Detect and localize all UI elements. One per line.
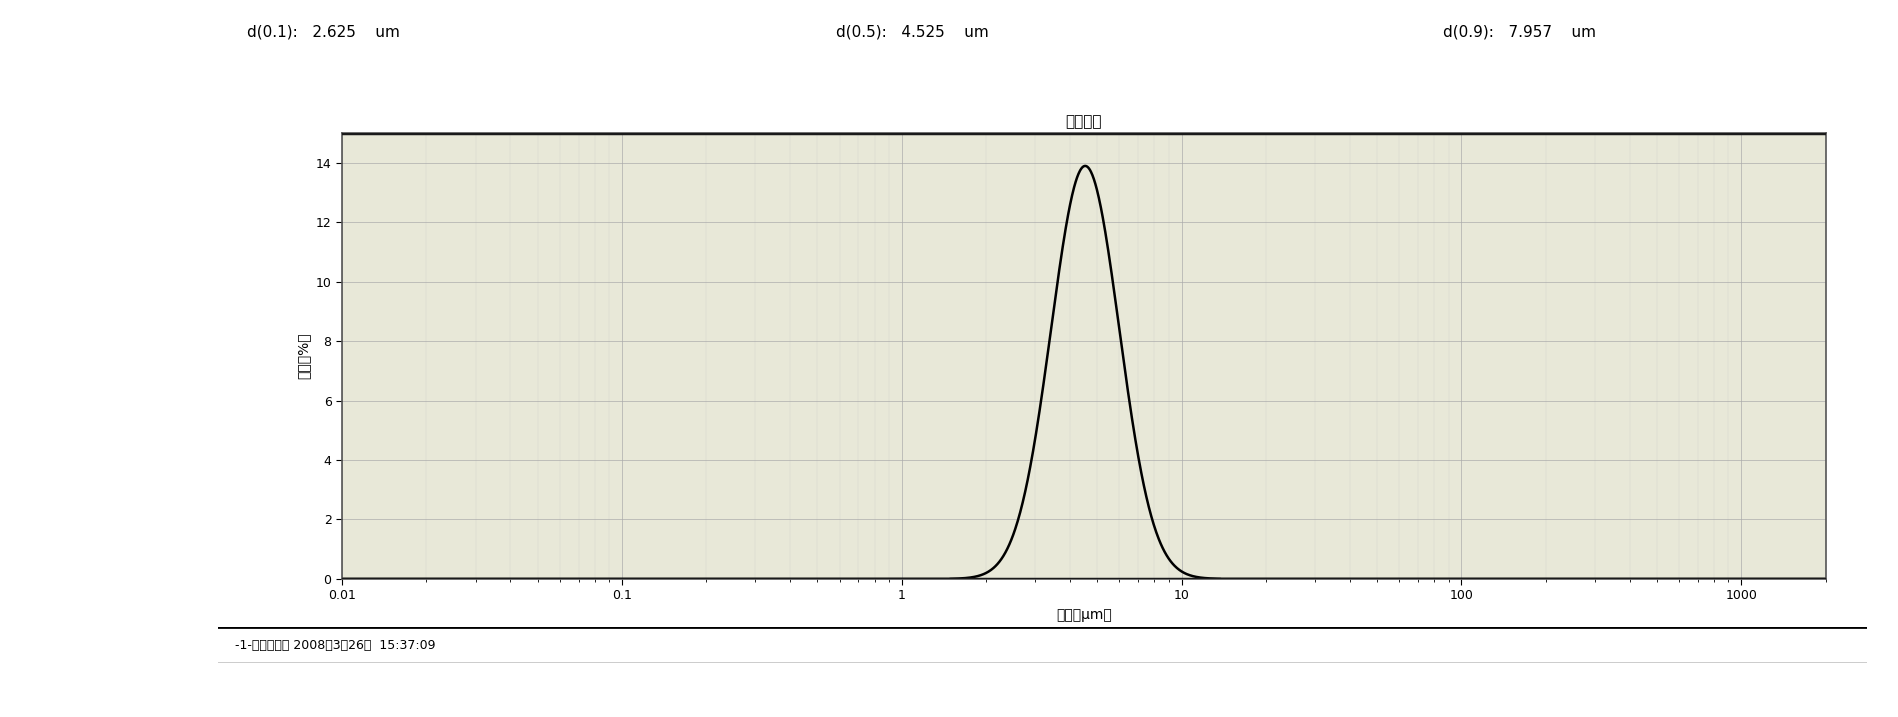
X-axis label: 粒度（μm）: 粒度（μm） bbox=[1055, 608, 1110, 622]
Text: d(0.9):   7.957    um: d(0.9): 7.957 um bbox=[1442, 25, 1596, 39]
Text: d(0.5):   4.525    um: d(0.5): 4.525 um bbox=[835, 25, 987, 39]
Title: 粒度分布: 粒度分布 bbox=[1065, 114, 1101, 129]
Text: -1-体积分布， 2008年3月26日  15:37:09: -1-体积分布， 2008年3月26日 15:37:09 bbox=[235, 639, 435, 652]
Text: d(0.1):   2.625    um: d(0.1): 2.625 um bbox=[247, 25, 400, 39]
Y-axis label: 体积（%）: 体积（%） bbox=[296, 333, 309, 379]
